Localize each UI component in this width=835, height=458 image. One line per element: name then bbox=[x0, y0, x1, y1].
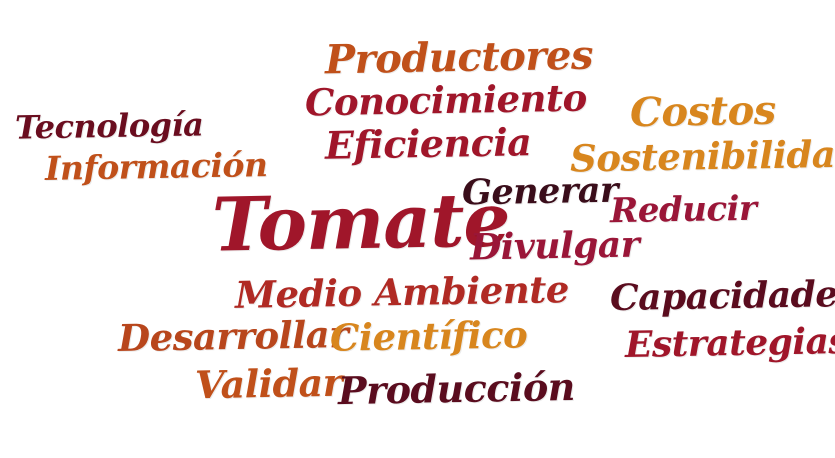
word-divulgar: Divulgar bbox=[469, 223, 640, 269]
word-produccion: Producción bbox=[337, 363, 576, 414]
word-conocimiento: Conocimiento bbox=[304, 75, 588, 125]
word-tomate: Tomate bbox=[211, 177, 511, 269]
word-productores: Productores bbox=[324, 31, 594, 84]
word-medio-ambiente: Medio Ambiente bbox=[234, 267, 570, 317]
word-costos: Costos bbox=[629, 86, 777, 137]
word-informacion: Información bbox=[44, 145, 268, 188]
word-desarrollar: Desarrollar bbox=[117, 311, 349, 361]
word-estrategias: Estrategias bbox=[624, 320, 835, 366]
word-eficiencia: Eficiencia bbox=[324, 119, 532, 168]
word-cientifico: Científico bbox=[329, 312, 528, 360]
word-validar: Validar bbox=[194, 359, 343, 408]
word-capacidades: Capacidades bbox=[609, 272, 835, 320]
word-tecnologia: Tecnología bbox=[14, 105, 204, 147]
